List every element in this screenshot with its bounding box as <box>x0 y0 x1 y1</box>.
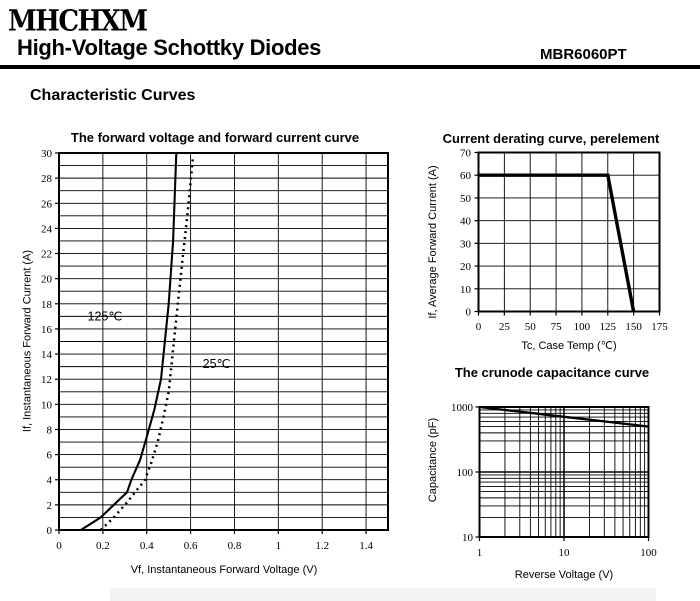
x-tick-label: 175 <box>651 321 668 333</box>
x-tick-label: 0.8 <box>228 540 242 552</box>
x-tick-label: 100 <box>640 547 657 559</box>
plot-frame <box>58 152 389 531</box>
current-derating-chart: 0 25 50 75 100 125 150 175 0 10 20 30 40 50 60 70 <box>460 148 668 334</box>
y-tick-label: 100 <box>457 467 474 479</box>
y-tick-label: 10 <box>462 532 474 544</box>
y-tick-label: 70 <box>460 148 472 160</box>
y-tick-label: 60 <box>460 170 472 182</box>
x-tick-label: 100 <box>574 321 591 333</box>
capacitance-chart-x-axis-label: Reverse Voltage (V) <box>514 569 614 581</box>
y-tick-label: 10 <box>41 399 53 411</box>
y-tick-label: 50 <box>460 193 472 205</box>
derating-chart-x-axis-label: Tc, Case Temp (℃) <box>521 340 617 352</box>
y-tick-label: 4 <box>47 475 53 487</box>
forward-chart-title: The forward voltage and forward current … <box>70 130 360 145</box>
section-heading: Characteristic Curves <box>30 87 196 104</box>
header-rule <box>0 65 700 69</box>
series-annotation: 25℃ <box>203 357 231 371</box>
x-tick-label: 10 <box>559 547 571 559</box>
y-tick-label: 24 <box>41 223 53 235</box>
forward-chart-y-axis-label: If, Instantaneous Forward Current (A) <box>21 249 34 433</box>
y-tick-label: 30 <box>460 238 472 250</box>
x-tick-label: 75 <box>551 321 563 333</box>
y-tick-label: 28 <box>41 173 53 185</box>
derating-chart-y-axis-label: If, Average Forward Current (A) <box>427 165 439 319</box>
y-tick-label: 40 <box>460 216 472 228</box>
capacitance-chart-title: The crunode capacitance curve <box>454 365 650 380</box>
series-annotation: 125℃ <box>88 309 123 323</box>
x-tick-label: 25 <box>499 321 511 333</box>
y-tick-label: 30 <box>41 148 53 160</box>
y-tick-label: 0 <box>47 525 53 537</box>
derating-chart-title: Current derating curve, perelement <box>442 131 660 146</box>
y-tick-label: 18 <box>41 299 53 311</box>
x-tick-label: 0 <box>476 321 482 333</box>
y-tick-label: 12 <box>41 374 52 386</box>
x-tick-label: 50 <box>525 321 537 333</box>
x-tick-label: 0.4 <box>140 540 154 552</box>
y-tick-label: 2 <box>47 500 53 512</box>
plot-frame <box>477 151 661 313</box>
footer-scan-artifact <box>110 588 656 601</box>
x-tick-label: 1.4 <box>359 540 373 552</box>
y-tick-label: 0 <box>466 307 472 319</box>
series-capacitance <box>479 405 649 428</box>
brand-logo: MHCHXM <box>8 5 148 38</box>
y-tick-label: 20 <box>41 274 53 286</box>
y-tick-label: 26 <box>41 198 53 210</box>
x-tick-label: 0.6 <box>184 540 198 552</box>
y-tick-label: 20 <box>460 261 472 273</box>
y-tick-label: 22 <box>41 249 52 261</box>
y-tick-label: 8 <box>47 424 53 436</box>
y-tick-label: 1000 <box>451 402 474 414</box>
x-tick-label: 1 <box>477 547 483 559</box>
capacitance-chart-y-axis-label: Capacitance (pF) <box>427 417 439 503</box>
part-number: MBR6060PT <box>540 46 627 63</box>
y-tick-label: 14 <box>41 349 53 361</box>
y-tick-label: 10 <box>460 284 472 296</box>
page-title: High-Voltage Schottky Diodes <box>17 35 322 60</box>
y-tick-label: 16 <box>41 324 53 336</box>
series-derating <box>478 173 636 312</box>
x-tick-label: 1 <box>276 540 282 552</box>
x-tick-label: 0.2 <box>96 540 110 552</box>
forward-chart-x-axis-label: Vf, Instantaneous Forward Voltage (V) <box>130 564 318 576</box>
x-tick-label: 1.2 <box>315 540 329 552</box>
forward-voltage-chart: 0 0.2 0.4 0.6 0.8 1 1.2 1.402468101214161820222… <box>41 148 389 552</box>
x-tick-label: 150 <box>625 321 642 333</box>
x-tick-label: 0 <box>56 540 62 552</box>
series-125℃ <box>80 152 178 531</box>
x-tick-label: 125 <box>600 321 617 333</box>
y-tick-label: 6 <box>47 450 53 462</box>
